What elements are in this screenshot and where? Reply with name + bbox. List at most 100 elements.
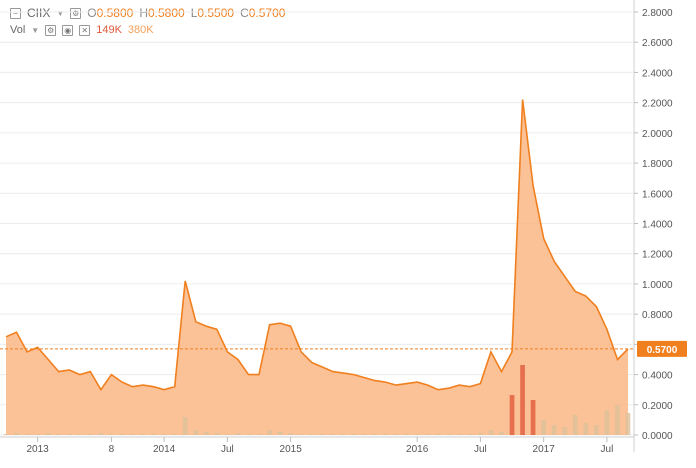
volume-bar <box>235 433 241 435</box>
volume-bar <box>66 434 72 435</box>
volume-bar <box>351 434 357 435</box>
y-tick-label: 2.8000 <box>642 8 673 19</box>
volume-bar <box>615 405 620 435</box>
volume-bar <box>530 400 536 435</box>
y-tick-label: 0.0000 <box>642 431 673 442</box>
volume-bar <box>478 433 483 435</box>
volume-bar <box>467 434 473 435</box>
price-area <box>6 99 628 435</box>
volume-bar <box>24 434 30 435</box>
volume-bar <box>130 434 135 435</box>
volume-bar <box>341 434 346 435</box>
volume-bar <box>562 427 568 435</box>
high-value: 0.5800 <box>147 6 185 20</box>
settings-icon[interactable] <box>70 7 82 19</box>
y-tick-label: 2.6000 <box>642 38 673 49</box>
volume-bar <box>404 434 409 435</box>
chevron-down-icon[interactable]: ▼ <box>56 8 65 18</box>
chevron-down-icon[interactable]: ▼ <box>31 25 40 35</box>
volume-bar <box>372 434 378 435</box>
volume-bar <box>3 434 9 435</box>
volume-value-2: 380K <box>127 24 154 36</box>
open-label: O <box>87 6 97 20</box>
volume-bar <box>509 395 515 435</box>
ohlc-legend: CIIX ▼ O0.5800 H0.5800 L0.5500 C0.5700 <box>10 6 285 20</box>
low-label: L <box>190 6 198 20</box>
y-tick-label: 2.2000 <box>642 99 673 110</box>
x-tick-label: 8 <box>109 444 115 455</box>
volume-bar <box>267 430 272 435</box>
close-icon[interactable] <box>79 24 91 36</box>
volume-bar <box>435 434 441 435</box>
volume-bar <box>425 434 430 435</box>
volume-bar <box>225 434 230 435</box>
volume-bar <box>594 425 599 435</box>
volume-label[interactable]: Vol <box>10 24 26 36</box>
volume-bar <box>625 413 631 435</box>
volume-bar <box>140 434 146 435</box>
volume-bar <box>14 433 19 435</box>
x-tick-label: 2013 <box>27 444 50 455</box>
y-tick-label: 1.2000 <box>642 250 673 261</box>
y-tick-label: 0.8000 <box>642 310 673 321</box>
volume-bar <box>488 430 494 435</box>
volume-bar <box>309 434 315 435</box>
symbol-label[interactable]: CIIX <box>27 6 51 20</box>
x-tick-label: Jul <box>474 444 487 455</box>
low-value: 0.5500 <box>197 6 235 20</box>
volume-bar <box>119 434 125 435</box>
last-price-badge <box>637 340 687 357</box>
y-tick-label: 1.6000 <box>642 189 673 200</box>
price-line <box>5 99 629 392</box>
volume-bar <box>541 420 546 435</box>
volume-bar <box>383 434 388 435</box>
visibility-icon[interactable] <box>62 24 74 36</box>
volume-bar <box>288 433 293 435</box>
volume-bar <box>457 434 462 435</box>
volume-bar <box>572 415 578 435</box>
y-tick-label: 2.4000 <box>642 68 673 79</box>
volume-bar <box>77 434 83 435</box>
open-value: 0.5800 <box>96 6 134 20</box>
volume-bar <box>330 434 336 435</box>
x-tick-label: 2016 <box>406 444 429 455</box>
volume-bar <box>151 434 156 435</box>
volume-bar <box>35 434 40 435</box>
close-label: C <box>240 6 249 20</box>
volume-bar <box>182 417 188 435</box>
volume-bar <box>56 434 61 435</box>
volume-bar <box>109 434 114 435</box>
volume-bar <box>256 434 262 435</box>
y-tick-label: 1.4000 <box>642 220 673 231</box>
volume-bar <box>319 434 325 435</box>
collapse-icon[interactable] <box>10 7 21 19</box>
volume-bar <box>193 430 199 435</box>
volume-bar <box>214 433 220 435</box>
volume-bar <box>604 410 610 435</box>
volume-bar <box>551 425 557 435</box>
volume-legend: Vol ▼ 149K 380K <box>10 24 154 36</box>
volume-bar <box>277 432 283 435</box>
x-tick-label: Jul <box>221 444 234 455</box>
volume-bar <box>172 434 177 435</box>
last-price-label: 0.5700 <box>647 345 678 356</box>
volume-bar <box>362 434 367 435</box>
volume-bar <box>98 433 104 435</box>
volume-bar <box>45 433 51 435</box>
x-tick-label: 2017 <box>533 444 556 455</box>
volume-bar <box>393 434 399 435</box>
y-tick-label: 0.2000 <box>642 401 673 412</box>
settings-icon[interactable] <box>45 24 57 36</box>
volume-bar <box>499 432 504 435</box>
y-tick-label: 1.8000 <box>642 159 673 170</box>
volume-bar <box>298 434 304 435</box>
y-tick-label: 2.0000 <box>642 129 673 140</box>
y-tick-label: 0.4000 <box>642 371 673 382</box>
close-value: 0.5700 <box>248 6 286 20</box>
volume-value-1: 149K <box>96 24 122 36</box>
x-tick-label: 2015 <box>280 444 303 455</box>
volume-bar <box>161 434 167 435</box>
high-label: H <box>139 6 148 20</box>
volume-bar <box>520 365 525 435</box>
